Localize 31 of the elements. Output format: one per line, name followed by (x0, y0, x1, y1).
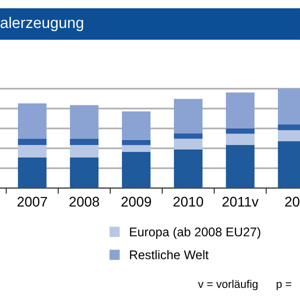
bar (122, 145, 151, 152)
bar (70, 105, 99, 139)
bar (18, 145, 47, 158)
bar (18, 103, 47, 139)
legend-label: Europa (ab 2008 EU27) (130, 227, 260, 239)
bar (174, 149, 203, 188)
x-tick-label: 2010 (173, 196, 204, 207)
chart-title: alerzeugung (0, 16, 84, 32)
bar (226, 145, 255, 188)
legend-label: Restliche Welt (130, 250, 209, 260)
bar (174, 138, 203, 150)
x-tick-label: 2007 (17, 196, 47, 207)
x-tick-label: 2008 (69, 196, 100, 207)
bar (70, 138, 99, 146)
text: v = vorläufig (198, 280, 258, 290)
bar (226, 134, 255, 146)
bar (174, 134, 203, 139)
bar (122, 152, 151, 188)
x-tick-label: 20 (285, 196, 300, 207)
bar (70, 157, 99, 188)
bar (226, 92, 255, 129)
bar (18, 157, 47, 188)
bar (226, 128, 255, 134)
bar (18, 138, 47, 146)
x-tick-label: 2009 (121, 196, 152, 207)
x-tick-label: 2011v (222, 196, 259, 207)
bar (122, 111, 151, 140)
bar (122, 140, 151, 146)
bar (70, 145, 99, 158)
bar (174, 98, 203, 134)
text: p = (276, 282, 292, 290)
